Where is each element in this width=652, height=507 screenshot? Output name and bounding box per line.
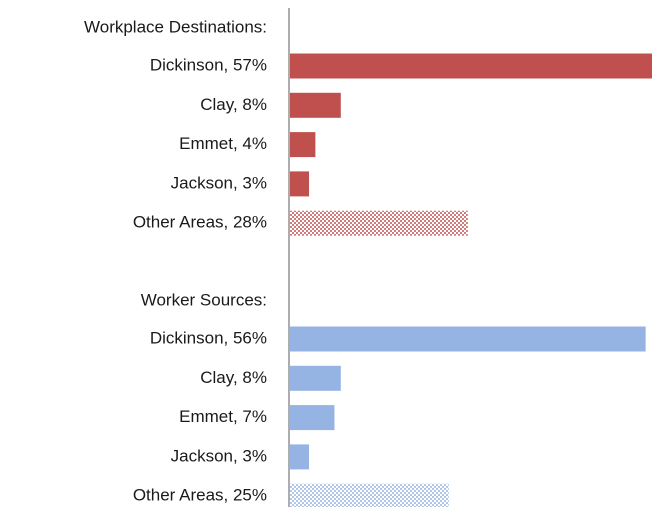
bar	[290, 365, 341, 391]
category-label: Jackson, 3%	[171, 173, 267, 192]
category-label: Emmet, 7%	[179, 407, 267, 426]
bar	[290, 210, 468, 236]
bar	[290, 92, 341, 118]
group-header: Workplace Destinations:	[84, 17, 267, 36]
category-label: Dickinson, 56%	[150, 328, 267, 347]
category-label: Other Areas, 28%	[133, 213, 267, 232]
bar	[290, 326, 646, 352]
bar	[290, 132, 316, 158]
category-label: Dickinson, 57%	[150, 55, 267, 74]
category-label: Clay, 8%	[200, 95, 267, 114]
category-label: Emmet, 4%	[179, 134, 267, 153]
category-label: Other Areas, 25%	[133, 486, 267, 505]
bar	[290, 483, 449, 507]
bar	[290, 171, 310, 197]
category-label: Jackson, 3%	[171, 446, 267, 465]
bar	[290, 53, 652, 79]
group-header: Worker Sources:	[141, 290, 267, 309]
bar	[290, 405, 335, 431]
bar	[290, 444, 310, 470]
category-label: Clay, 8%	[200, 368, 267, 387]
